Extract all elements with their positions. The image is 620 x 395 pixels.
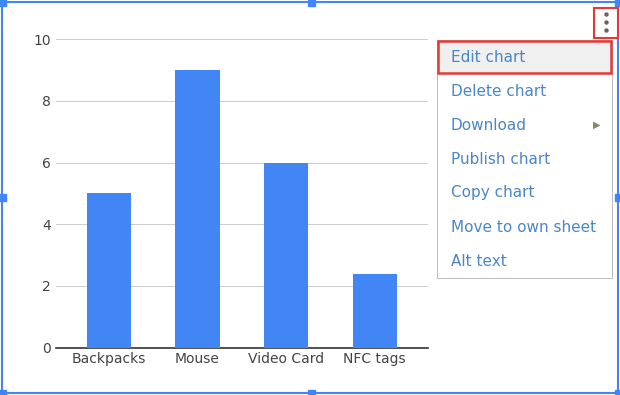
Bar [353, 274, 397, 348]
Bar [264, 162, 308, 348]
Text: Publish chart: Publish chart [451, 152, 551, 167]
Text: Alt text: Alt text [451, 254, 507, 269]
Text: Move to own sheet: Move to own sheet [451, 220, 596, 235]
Text: Edit chart: Edit chart [451, 49, 525, 64]
Text: ▶: ▶ [593, 120, 600, 130]
Text: Delete chart: Delete chart [451, 83, 546, 98]
Bar [615, 0, 620, 6]
Bar [594, 8, 618, 38]
Bar [438, 41, 611, 73]
Text: Copy chart: Copy chart [451, 186, 534, 201]
FancyBboxPatch shape [437, 40, 612, 278]
Bar [175, 70, 219, 348]
Bar [0, 194, 6, 201]
Bar [615, 194, 620, 201]
Bar [0, 390, 6, 395]
Bar [87, 194, 131, 348]
Bar [0, 0, 6, 6]
Bar [308, 390, 315, 395]
Bar [615, 390, 620, 395]
Bar [308, 0, 315, 6]
Text: Download: Download [451, 117, 527, 132]
